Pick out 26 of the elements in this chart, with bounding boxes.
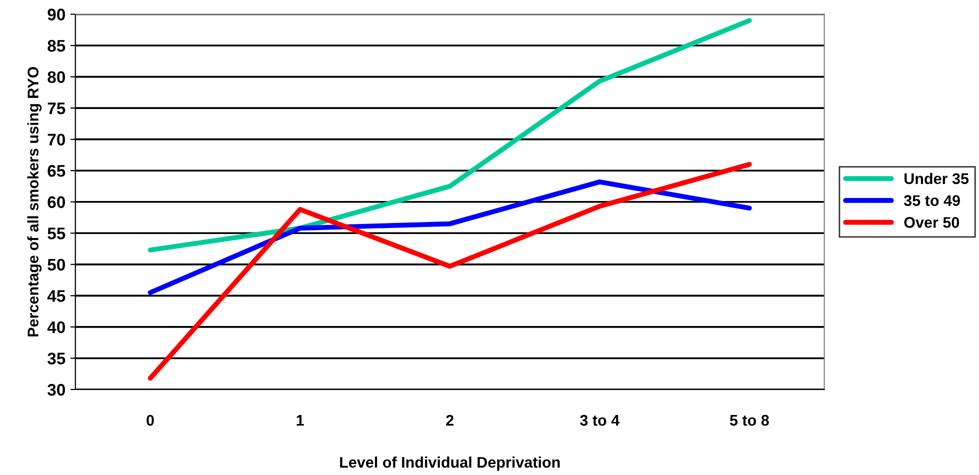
y-tick-label: 65	[48, 165, 66, 177]
line-series	[148, 18, 752, 252]
x-tick-label: 1	[296, 415, 304, 426]
x-tick-label: 5 to 8	[730, 414, 769, 426]
line-series	[148, 179, 752, 295]
x-axis-title: Level of Individual Deprivation	[340, 456, 560, 471]
y-tick-label: 30	[48, 384, 65, 396]
x-tick-label: 3 to 4	[580, 414, 620, 426]
legend-label: Under 35	[904, 172, 969, 184]
y-tick-label: 75	[48, 102, 66, 114]
y-tick-label: 60	[48, 196, 65, 208]
legend-label: Over 50	[904, 217, 960, 228]
x-tick-label: 0	[146, 414, 154, 426]
y-tick-label: 85	[48, 40, 66, 52]
y-tick-label: 55	[48, 228, 66, 240]
y-axis-title: Percentage of all smokers using RYO	[27, 66, 42, 336]
line-series	[148, 162, 752, 381]
y-tick-label: 35	[48, 352, 66, 364]
y-tick-label: 40	[47, 321, 65, 334]
y-tick-label: 50	[48, 258, 65, 271]
y-tick-label: 90	[48, 8, 65, 20]
y-tick-label: 45	[47, 290, 66, 302]
legend-label: 35 to 49	[904, 195, 960, 206]
y-tick-label: 70	[48, 134, 65, 146]
x-tick-label: 2	[446, 414, 454, 426]
y-tick-label: 80	[48, 71, 65, 83]
